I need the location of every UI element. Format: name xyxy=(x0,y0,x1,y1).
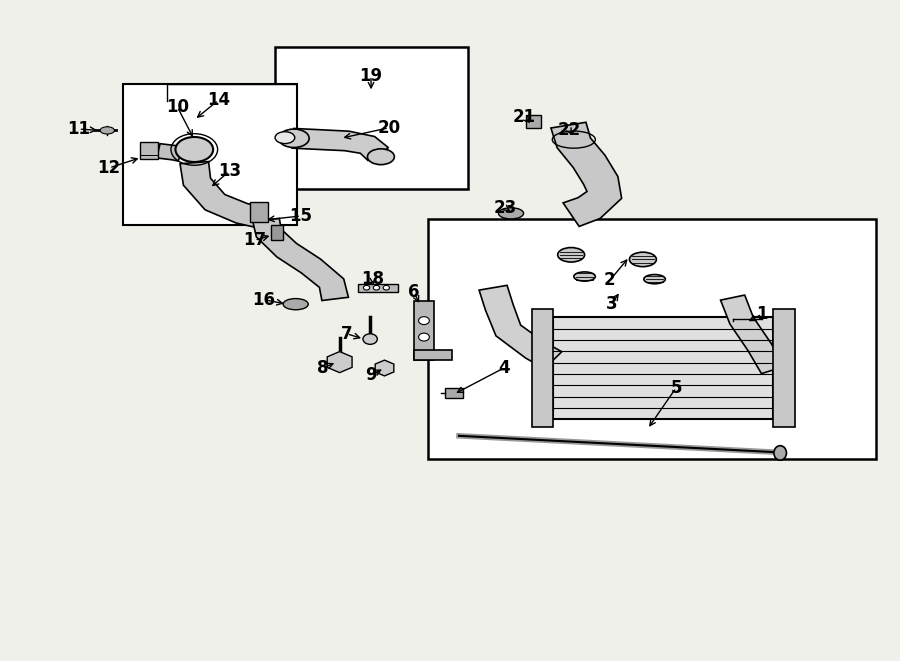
Text: 18: 18 xyxy=(361,270,384,288)
Ellipse shape xyxy=(275,132,295,143)
Polygon shape xyxy=(479,286,562,369)
Circle shape xyxy=(364,286,370,290)
Text: 6: 6 xyxy=(409,284,420,301)
Ellipse shape xyxy=(574,272,596,281)
Bar xyxy=(140,142,158,159)
Ellipse shape xyxy=(100,127,114,134)
Polygon shape xyxy=(157,143,184,161)
Text: 15: 15 xyxy=(290,207,312,225)
Text: 20: 20 xyxy=(377,119,400,137)
Bar xyxy=(773,309,795,427)
Text: 1: 1 xyxy=(757,305,768,323)
Ellipse shape xyxy=(558,248,585,262)
Circle shape xyxy=(383,286,390,290)
Text: 10: 10 xyxy=(166,98,189,116)
Bar xyxy=(250,202,268,222)
Ellipse shape xyxy=(629,253,656,266)
Text: 13: 13 xyxy=(218,162,241,180)
Polygon shape xyxy=(551,122,622,227)
Ellipse shape xyxy=(284,299,308,310)
Text: 8: 8 xyxy=(317,359,328,377)
Text: 14: 14 xyxy=(207,91,230,109)
Ellipse shape xyxy=(499,208,524,219)
Circle shape xyxy=(418,317,429,325)
Text: 9: 9 xyxy=(365,366,377,384)
FancyBboxPatch shape xyxy=(414,350,452,360)
Text: 5: 5 xyxy=(670,379,682,397)
Text: 11: 11 xyxy=(67,120,90,138)
Polygon shape xyxy=(721,295,785,373)
Bar xyxy=(358,284,398,292)
FancyBboxPatch shape xyxy=(414,301,434,360)
Bar xyxy=(554,317,773,419)
Text: 7: 7 xyxy=(341,325,353,343)
Text: 23: 23 xyxy=(494,199,518,217)
FancyBboxPatch shape xyxy=(275,48,468,189)
FancyBboxPatch shape xyxy=(122,84,298,225)
Ellipse shape xyxy=(363,334,377,344)
Bar xyxy=(526,114,541,128)
Text: 17: 17 xyxy=(243,231,266,249)
Text: 4: 4 xyxy=(498,359,509,377)
Text: 19: 19 xyxy=(359,67,382,85)
FancyBboxPatch shape xyxy=(428,219,877,459)
Circle shape xyxy=(418,333,429,341)
Bar xyxy=(445,389,463,398)
Polygon shape xyxy=(180,161,264,227)
Text: 2: 2 xyxy=(604,272,616,290)
Ellipse shape xyxy=(176,137,213,162)
Text: 12: 12 xyxy=(97,159,121,177)
Bar xyxy=(271,225,284,240)
Text: 22: 22 xyxy=(558,122,581,139)
Text: 16: 16 xyxy=(252,291,274,309)
Ellipse shape xyxy=(279,129,309,147)
Ellipse shape xyxy=(644,274,665,284)
Bar xyxy=(532,309,554,427)
Circle shape xyxy=(374,286,380,290)
Polygon shape xyxy=(253,218,348,301)
Polygon shape xyxy=(292,128,389,161)
Ellipse shape xyxy=(367,149,394,165)
Ellipse shape xyxy=(774,446,787,460)
Text: 3: 3 xyxy=(606,295,617,313)
Text: 21: 21 xyxy=(513,108,536,126)
